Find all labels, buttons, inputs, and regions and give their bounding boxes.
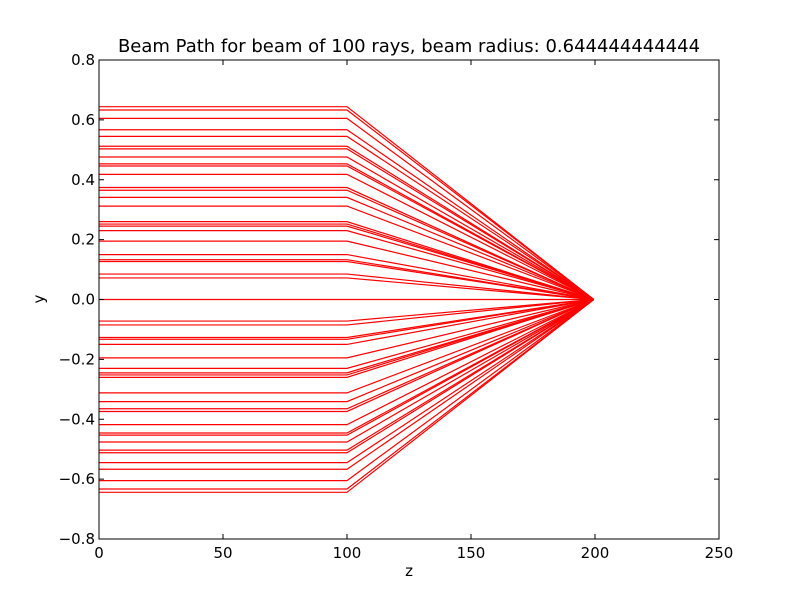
- ray-line-43: [99, 298, 595, 443]
- ray-line-5: [99, 145, 595, 301]
- ray-line-18: [99, 230, 594, 301]
- ray-lines: [99, 106, 595, 493]
- ray-line-2: [99, 117, 595, 300]
- ray-line-26: [99, 298, 594, 322]
- ray-line-41: [99, 298, 595, 434]
- ray-line-31: [99, 298, 594, 359]
- ray-line-22: [99, 260, 594, 301]
- ray-line-47: [99, 299, 595, 470]
- ray-line-10: [99, 173, 595, 301]
- y-tick-label: 0.8: [71, 51, 95, 69]
- ray-line-6: [99, 148, 595, 301]
- y-tick-label: −0.4: [59, 410, 95, 428]
- ray-line-4: [99, 135, 595, 301]
- x-tick-label: 50: [213, 544, 232, 562]
- ray-line-24: [99, 277, 594, 301]
- ray-line-20: [99, 253, 594, 301]
- chart-title: Beam Path for beam of 100 rays, beam rad…: [118, 36, 700, 57]
- x-tick-label: 100: [333, 544, 362, 562]
- ray-line-9: [99, 165, 595, 301]
- ray-line-32: [99, 298, 594, 369]
- x-tick-label: 200: [581, 544, 610, 562]
- y-tick-label: 0.4: [71, 171, 95, 189]
- ray-line-34: [99, 298, 594, 376]
- x-tick-label: 150: [457, 544, 486, 562]
- ray-line-12: [99, 189, 595, 301]
- x-tick-label: 250: [705, 544, 734, 562]
- ray-line-33: [99, 298, 594, 374]
- y-tick-label: −0.6: [59, 470, 95, 488]
- ray-line-38: [99, 298, 595, 410]
- ray-line-11: [99, 186, 595, 301]
- ray-line-45: [99, 298, 595, 454]
- ray-line-48: [99, 299, 595, 482]
- y-tick-label: 0.2: [71, 231, 95, 249]
- ray-line-3: [99, 129, 595, 300]
- y-tick-label: 0.0: [71, 291, 95, 309]
- ray-line-44: [99, 298, 595, 451]
- y-axis-label: y: [30, 294, 48, 303]
- x-tick-label: 0: [94, 544, 104, 562]
- ray-line-15: [99, 221, 594, 301]
- ray-line-37: [99, 298, 594, 403]
- ray-line-35: [99, 298, 594, 378]
- ray-line-50: [99, 299, 595, 493]
- y-tick-label: −0.8: [59, 530, 95, 548]
- ray-line-7: [99, 156, 595, 301]
- ray-line-1: [99, 109, 595, 300]
- ray-line-49: [99, 299, 595, 490]
- ray-line-23: [99, 273, 594, 301]
- ray-line-0: [99, 106, 595, 300]
- ray-line-8: [99, 163, 595, 301]
- ray-line-30: [99, 298, 594, 346]
- ray-line-13: [99, 196, 594, 301]
- ray-line-17: [99, 225, 594, 301]
- ray-line-29: [99, 298, 594, 340]
- ray-line-39: [99, 298, 595, 413]
- ray-line-46: [99, 298, 595, 464]
- y-tick-label: −0.2: [59, 350, 95, 368]
- ray-line-16: [99, 223, 594, 301]
- ray-line-40: [99, 298, 595, 426]
- x-axis-label: z: [405, 562, 413, 580]
- axis-ticks: 0 50 100 150 200 250 −0.8 −0.6 −0.4 −0.2 0.0 0.2 0.4…: [59, 51, 734, 562]
- ray-line-42: [99, 298, 595, 436]
- ray-line-19: [99, 240, 594, 301]
- ray-line-27: [99, 298, 594, 326]
- y-tick-label: 0.6: [71, 111, 95, 129]
- ray-line-14: [99, 205, 594, 301]
- ray-line-36: [99, 298, 594, 394]
